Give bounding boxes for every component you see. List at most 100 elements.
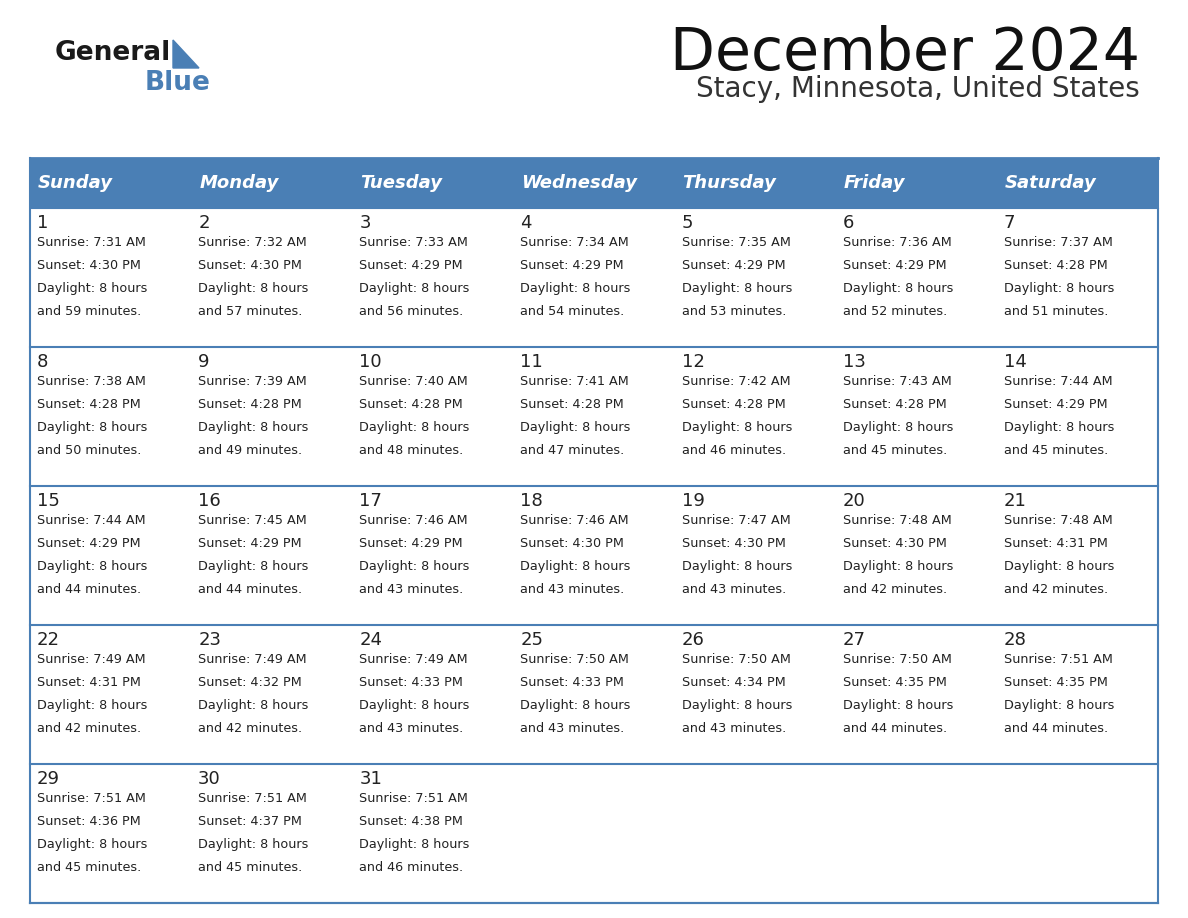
Text: Sunrise: 7:44 AM: Sunrise: 7:44 AM	[1004, 375, 1112, 388]
Bar	[675, 158, 835, 208]
Text: Daylight: 8 hours: Daylight: 8 hours	[37, 420, 147, 434]
Text: Sunset: 4:28 PM: Sunset: 4:28 PM	[520, 397, 624, 411]
Text: Daylight: 8 hours: Daylight: 8 hours	[359, 699, 469, 711]
Text: Sunset: 4:31 PM: Sunset: 4:31 PM	[37, 676, 141, 688]
Text: Daylight: 8 hours: Daylight: 8 hours	[1004, 282, 1114, 295]
Text: Daylight: 8 hours: Daylight: 8 hours	[520, 699, 631, 711]
Text: 12: 12	[682, 353, 704, 371]
Text: and 50 minutes.: and 50 minutes.	[37, 443, 141, 457]
Bar	[997, 486, 1158, 625]
Bar	[997, 764, 1158, 903]
Text: and 54 minutes.: and 54 minutes.	[520, 305, 625, 318]
Text: and 42 minutes.: and 42 minutes.	[37, 722, 141, 734]
Text: Stacy, Minnesota, United States: Stacy, Minnesota, United States	[696, 75, 1140, 103]
Bar	[675, 486, 835, 625]
Text: and 44 minutes.: and 44 minutes.	[1004, 722, 1108, 734]
Text: 29: 29	[37, 770, 61, 788]
Text: Sunset: 4:30 PM: Sunset: 4:30 PM	[842, 537, 947, 550]
Text: Sunrise: 7:49 AM: Sunrise: 7:49 AM	[359, 653, 468, 666]
Text: Sunset: 4:30 PM: Sunset: 4:30 PM	[37, 259, 141, 272]
Text: Sunset: 4:30 PM: Sunset: 4:30 PM	[520, 537, 625, 550]
Bar	[30, 764, 191, 903]
Text: and 51 minutes.: and 51 minutes.	[1004, 305, 1108, 318]
Text: and 53 minutes.: and 53 minutes.	[682, 305, 786, 318]
Text: Blue: Blue	[145, 70, 211, 96]
Bar	[30, 486, 191, 625]
Text: and 45 minutes.: and 45 minutes.	[842, 443, 947, 457]
Text: Sunrise: 7:50 AM: Sunrise: 7:50 AM	[682, 653, 790, 666]
Text: 25: 25	[520, 631, 543, 649]
Text: 3: 3	[359, 214, 371, 232]
Text: Sunrise: 7:31 AM: Sunrise: 7:31 AM	[37, 236, 146, 249]
Text: Sunset: 4:31 PM: Sunset: 4:31 PM	[1004, 537, 1107, 550]
Text: Daylight: 8 hours: Daylight: 8 hours	[682, 560, 792, 573]
Text: Wednesday: Wednesday	[522, 174, 638, 192]
Text: 22: 22	[37, 631, 61, 649]
Text: 13: 13	[842, 353, 866, 371]
Text: Sunset: 4:32 PM: Sunset: 4:32 PM	[198, 676, 302, 688]
Text: and 44 minutes.: and 44 minutes.	[198, 583, 302, 596]
Text: and 43 minutes.: and 43 minutes.	[520, 583, 625, 596]
Bar	[191, 764, 353, 903]
Bar	[353, 486, 513, 625]
Text: Sunset: 4:29 PM: Sunset: 4:29 PM	[359, 537, 463, 550]
Text: and 43 minutes.: and 43 minutes.	[682, 583, 785, 596]
Bar	[997, 347, 1158, 486]
Text: Daylight: 8 hours: Daylight: 8 hours	[1004, 699, 1114, 711]
Text: Sunrise: 7:50 AM: Sunrise: 7:50 AM	[842, 653, 952, 666]
Text: Daylight: 8 hours: Daylight: 8 hours	[842, 282, 953, 295]
Text: Sunrise: 7:50 AM: Sunrise: 7:50 AM	[520, 653, 630, 666]
Text: 28: 28	[1004, 631, 1026, 649]
Text: and 49 minutes.: and 49 minutes.	[198, 443, 302, 457]
Text: Sunrise: 7:32 AM: Sunrise: 7:32 AM	[198, 236, 307, 249]
Text: Daylight: 8 hours: Daylight: 8 hours	[520, 560, 631, 573]
Bar	[191, 486, 353, 625]
Text: 4: 4	[520, 214, 532, 232]
Text: Sunset: 4:29 PM: Sunset: 4:29 PM	[37, 537, 140, 550]
Text: 19: 19	[682, 492, 704, 510]
Text: Daylight: 8 hours: Daylight: 8 hours	[682, 282, 792, 295]
Text: Sunrise: 7:41 AM: Sunrise: 7:41 AM	[520, 375, 630, 388]
Polygon shape	[173, 40, 200, 68]
Text: Sunset: 4:29 PM: Sunset: 4:29 PM	[1004, 397, 1107, 411]
Bar	[675, 208, 835, 347]
Text: Sunset: 4:28 PM: Sunset: 4:28 PM	[198, 397, 302, 411]
Bar	[513, 208, 675, 347]
Text: Sunset: 4:29 PM: Sunset: 4:29 PM	[842, 259, 947, 272]
Text: Daylight: 8 hours: Daylight: 8 hours	[520, 420, 631, 434]
Text: Sunrise: 7:34 AM: Sunrise: 7:34 AM	[520, 236, 630, 249]
Text: Sunset: 4:28 PM: Sunset: 4:28 PM	[359, 397, 463, 411]
Text: Sunset: 4:38 PM: Sunset: 4:38 PM	[359, 815, 463, 828]
Text: and 56 minutes.: and 56 minutes.	[359, 305, 463, 318]
Text: Sunrise: 7:37 AM: Sunrise: 7:37 AM	[1004, 236, 1113, 249]
Text: 18: 18	[520, 492, 543, 510]
Bar	[513, 625, 675, 764]
Text: Tuesday: Tuesday	[360, 174, 442, 192]
Text: and 44 minutes.: and 44 minutes.	[37, 583, 141, 596]
Text: Daylight: 8 hours: Daylight: 8 hours	[359, 420, 469, 434]
Text: Sunrise: 7:43 AM: Sunrise: 7:43 AM	[842, 375, 952, 388]
Bar	[353, 208, 513, 347]
Text: Daylight: 8 hours: Daylight: 8 hours	[198, 838, 309, 851]
Text: Sunrise: 7:49 AM: Sunrise: 7:49 AM	[198, 653, 307, 666]
Text: Sunset: 4:28 PM: Sunset: 4:28 PM	[1004, 259, 1107, 272]
Text: 7: 7	[1004, 214, 1016, 232]
Bar	[191, 625, 353, 764]
Text: and 42 minutes.: and 42 minutes.	[1004, 583, 1108, 596]
Text: Sunrise: 7:49 AM: Sunrise: 7:49 AM	[37, 653, 146, 666]
Text: 5: 5	[682, 214, 693, 232]
Bar	[513, 158, 675, 208]
Bar	[835, 486, 997, 625]
Text: Thursday: Thursday	[683, 174, 777, 192]
Bar	[191, 347, 353, 486]
Text: Sunset: 4:33 PM: Sunset: 4:33 PM	[520, 676, 625, 688]
Text: Daylight: 8 hours: Daylight: 8 hours	[359, 560, 469, 573]
Text: and 52 minutes.: and 52 minutes.	[842, 305, 947, 318]
Text: Sunset: 4:36 PM: Sunset: 4:36 PM	[37, 815, 140, 828]
Bar	[675, 625, 835, 764]
Text: Daylight: 8 hours: Daylight: 8 hours	[198, 560, 309, 573]
Text: General: General	[55, 40, 171, 66]
Text: 23: 23	[198, 631, 221, 649]
Bar	[997, 208, 1158, 347]
Bar	[513, 486, 675, 625]
